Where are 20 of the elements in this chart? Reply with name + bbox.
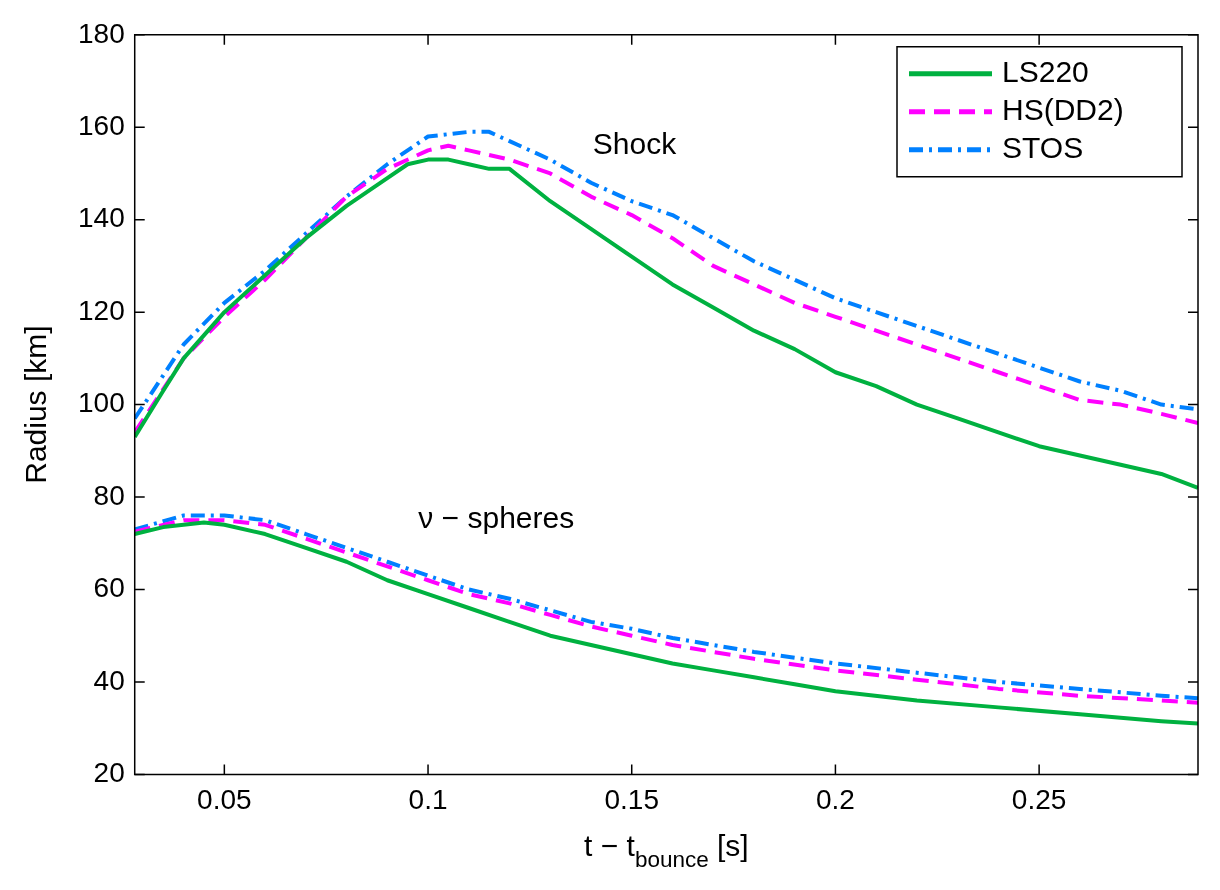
- y-tick-label: 80: [93, 479, 125, 511]
- x-tick-label: 0.25: [1011, 783, 1067, 815]
- y-tick-label: 160: [78, 109, 125, 141]
- y-tick-label: 120: [78, 294, 125, 326]
- y-tick-label: 100: [78, 387, 125, 419]
- y-tick-label: 180: [78, 17, 125, 49]
- x-tick-label: 0.2: [815, 783, 855, 815]
- legend-label: STOS: [1002, 131, 1084, 165]
- y-tick-label: 20: [93, 757, 125, 789]
- y-tick-label: 60: [93, 572, 125, 604]
- legend-label: LS220: [1002, 55, 1089, 89]
- y-tick-label: 40: [93, 664, 125, 696]
- y-tick-label: 140: [78, 202, 125, 234]
- x-tick-label: 0.05: [197, 783, 252, 815]
- y-axis-title: Radius [km]: [19, 325, 52, 484]
- annotation: ν − spheres: [418, 500, 575, 534]
- x-tick-label: 0.15: [604, 783, 659, 815]
- x-tick-label: 0.1: [408, 783, 448, 815]
- annotation: Shock: [592, 127, 678, 161]
- legend-label: HS(DD2): [1002, 93, 1124, 127]
